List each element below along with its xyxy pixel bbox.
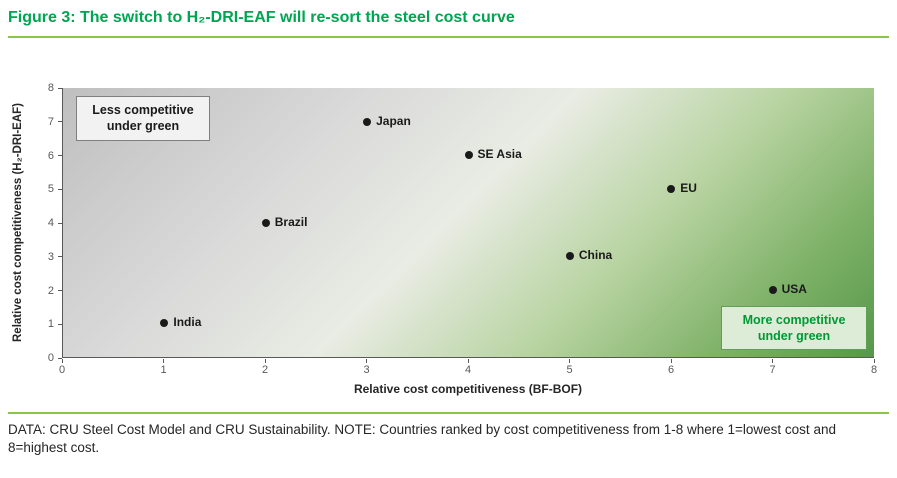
y-tick-label: 6: [47, 149, 54, 162]
x-tick-mark: [163, 359, 164, 363]
x-tick-mark: [467, 359, 469, 363]
point-marker: [768, 285, 777, 294]
y-axis-tick-marks: [58, 87, 62, 359]
point-label: Brazil: [274, 214, 308, 229]
point-label: USA: [781, 281, 807, 296]
x-tick-label: 3: [363, 364, 370, 376]
y-tick-mark: [58, 155, 62, 156]
point-marker: [464, 151, 473, 160]
y-tick-label: 7: [47, 115, 54, 128]
footer-divider-line: [8, 412, 889, 414]
y-tick-label: 0: [47, 352, 54, 364]
y-tick-label: 4: [47, 217, 54, 229]
y-axis-title: Relative cost competitiveness (H₂-DRI-EA…: [12, 103, 24, 343]
x-tick-mark: [61, 359, 63, 363]
point-marker: [261, 218, 270, 227]
y-axis-tick-labels: 0 1 2 3 4 5 6 7 8: [30, 82, 54, 364]
y-tick-label: 3: [47, 250, 54, 263]
title-divider-line: [8, 36, 889, 38]
x-tick-label: 6: [667, 364, 675, 376]
point-marker: [363, 117, 372, 126]
point-marker: [667, 184, 676, 193]
x-tick-mark: [264, 359, 266, 363]
figure-title: Figure 3: The switch to H₂-DRI-EAF will …: [8, 9, 515, 26]
scatter-chart: Relative cost competitiveness (H₂-DRI-EA…: [8, 58, 888, 398]
y-tick-label: 1: [47, 318, 54, 331]
plot-area: Less competitive under green More compet…: [62, 88, 874, 358]
x-tick-label: 0: [58, 364, 66, 376]
source-note: DATA: CRU Steel Cost Model and CRU Susta…: [8, 422, 836, 455]
x-tick-label: 4: [464, 364, 472, 376]
point-marker: [160, 319, 169, 328]
y-tick-mark: [58, 290, 62, 291]
x-tick-label: 8: [870, 364, 878, 376]
y-tick-mark: [58, 323, 62, 325]
x-tick-mark: [873, 359, 875, 363]
y-tick-label: 2: [47, 284, 54, 297]
annotation-more-competitive: More competitive under green: [721, 305, 867, 350]
x-tick-label: 2: [261, 364, 269, 376]
point-label: India: [173, 315, 202, 330]
x-tick-mark: [772, 359, 773, 363]
point-label: China: [578, 248, 613, 263]
annotation-less-competitive: Less competitive under green: [76, 96, 210, 141]
point-label: EU: [680, 180, 697, 195]
x-axis-tick-marks: [61, 359, 875, 363]
x-tick-label: 1: [160, 364, 167, 376]
x-tick-mark: [366, 359, 367, 363]
y-tick-mark: [58, 121, 62, 123]
y-tick-mark: [58, 87, 62, 89]
y-tick-mark: [58, 188, 62, 190]
point-label: Japan: [376, 113, 411, 128]
y-tick-mark: [58, 357, 62, 359]
x-axis-title: Relative cost competitiveness (BF-BOF): [353, 382, 583, 396]
point-marker: [565, 252, 574, 261]
y-tick-mark: [58, 256, 62, 258]
y-tick-mark: [58, 222, 62, 224]
x-tick-mark: [670, 359, 672, 363]
y-tick-label: 8: [47, 82, 54, 94]
x-axis-tick-labels: 0 1 2 3 4 5 6 7 8: [58, 364, 878, 378]
x-tick-label: 7: [769, 364, 776, 376]
point-label: SE Asia: [477, 147, 522, 162]
x-tick-label: 5: [566, 364, 573, 376]
y-tick-label: 5: [47, 183, 54, 196]
x-tick-mark: [569, 359, 570, 363]
